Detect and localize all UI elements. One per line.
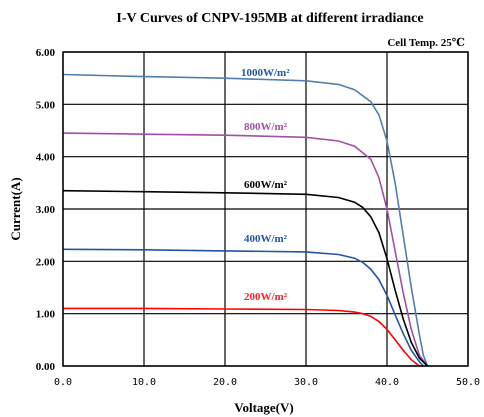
plot-frame xyxy=(62,51,469,367)
series-line-0 xyxy=(62,73,429,367)
series-line-3 xyxy=(62,248,424,367)
curve-layer xyxy=(62,73,429,367)
x-tick-labels: 0.0 10.0 20.0 30.0 40.0 50.0 xyxy=(54,377,480,388)
series-labels: 1000W/m² 800W/m² 600W/m² 400W/m² 200W/m² xyxy=(241,67,290,303)
y-tick-labels: 0.00 1.00 2.00 3.00 4.00 5.00 6.00 xyxy=(36,47,56,373)
series-label-2: 600W/m² xyxy=(244,179,288,191)
series-label-1: 800W/m² xyxy=(244,121,288,133)
x-tick-label: 30.0 xyxy=(294,377,318,388)
chart-title: I-V Curves of CNPV-195MB at different ir… xyxy=(116,11,423,26)
y-tick-label: 0.00 xyxy=(36,361,56,373)
y-tick-label: 2.00 xyxy=(36,256,56,268)
series-label-0: 1000W/m² xyxy=(241,67,290,79)
y-tick-label: 4.00 xyxy=(36,152,56,164)
x-tick-label: 40.0 xyxy=(375,377,399,388)
x-axis-label: Voltage(V) xyxy=(234,400,293,415)
series-line-2 xyxy=(62,189,429,367)
grid-lines xyxy=(62,51,469,367)
y-axis-label: Current(A) xyxy=(8,177,23,240)
cell-temp-note: Cell Temp. 25℃ xyxy=(387,37,465,49)
x-tick-label: 50.0 xyxy=(456,377,480,388)
series-label-4: 200W/m² xyxy=(244,291,288,303)
series-line-1 xyxy=(62,132,429,367)
x-tick-label: 10.0 xyxy=(132,377,156,388)
y-tick-label: 3.00 xyxy=(36,204,56,216)
x-tick-label: 0.0 xyxy=(54,377,72,388)
x-tick-label: 20.0 xyxy=(213,377,237,388)
y-tick-label: 5.00 xyxy=(36,99,56,111)
y-tick-label: 1.00 xyxy=(36,309,56,321)
y-tick-label: 6.00 xyxy=(36,47,56,59)
series-label-3: 400W/m² xyxy=(244,233,288,245)
series-line-4 xyxy=(63,307,420,367)
